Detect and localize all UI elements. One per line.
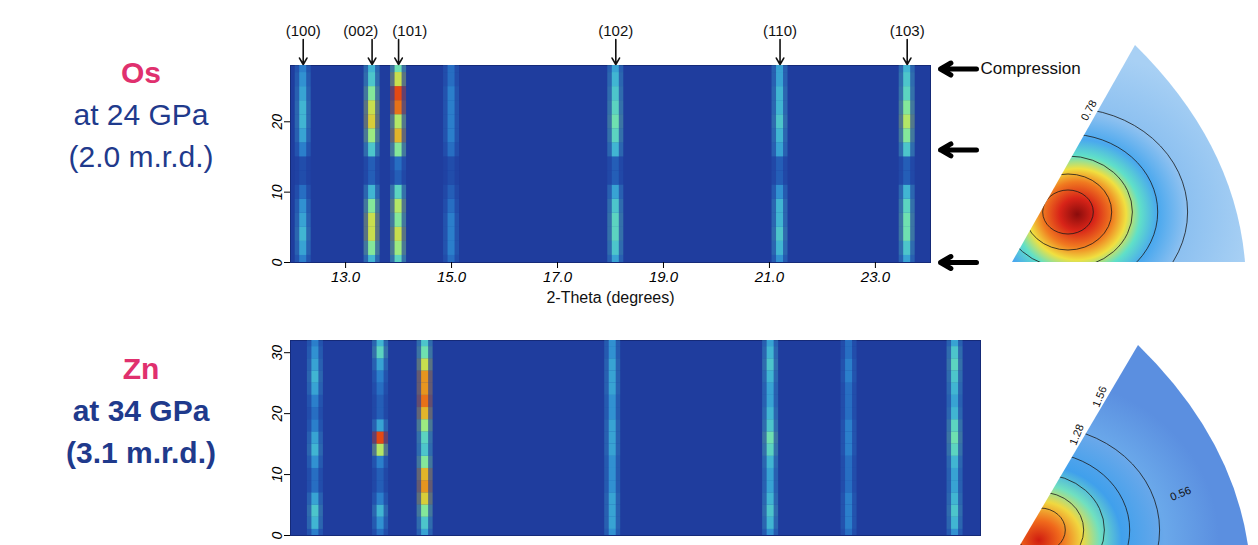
svg-text:(110): (110) [763, 22, 797, 39]
html-text:(2.0 m.r.d.): (2.0 m.r.d.) [68, 140, 214, 173]
svg-text:0.78: 0.78 [1078, 98, 1099, 123]
svg-text:(101): (101) [392, 22, 427, 39]
svg-text:20: 20 [269, 114, 285, 131]
html-text:(3.1 m.r.d.): (3.1 m.r.d.) [66, 436, 216, 469]
html-text:Zn: Zn [122, 352, 160, 385]
svg-text:15.0: 15.0 [437, 268, 467, 285]
svg-text:17.0: 17.0 [543, 268, 573, 285]
html-text:at 34 GPa: at 34 GPa [72, 394, 210, 427]
svg-text:0.56: 0.56 [1168, 484, 1192, 503]
svg-text:Compression: Compression [981, 59, 1081, 78]
svg-text:(100): (100) [286, 22, 321, 39]
svg-text:(103): (103) [890, 22, 925, 39]
svg-text:(102): (102) [598, 22, 633, 39]
svg-text:2-Theta (degrees): 2-Theta (degrees) [546, 289, 674, 306]
svg-text:21.0: 21.0 [754, 268, 785, 285]
svg-text:10: 10 [269, 184, 285, 200]
svg-text:(002): (002) [343, 22, 378, 39]
svg-text:13.0: 13.0 [331, 268, 361, 285]
svg-text:1.28: 1.28 [1067, 422, 1086, 446]
html-text:Os: Os [121, 56, 161, 89]
svg-text:30: 30 [269, 345, 285, 361]
svg-text:0: 0 [269, 531, 285, 539]
svg-text:23.0: 23.0 [860, 268, 891, 285]
html-text:at 24 GPa: at 24 GPa [73, 98, 209, 131]
svg-text:0: 0 [269, 258, 285, 266]
svg-text:20: 20 [269, 406, 285, 423]
svg-text:19.0: 19.0 [649, 268, 679, 285]
svg-text:1.56: 1.56 [1090, 384, 1109, 408]
svg-text:10: 10 [269, 467, 285, 483]
